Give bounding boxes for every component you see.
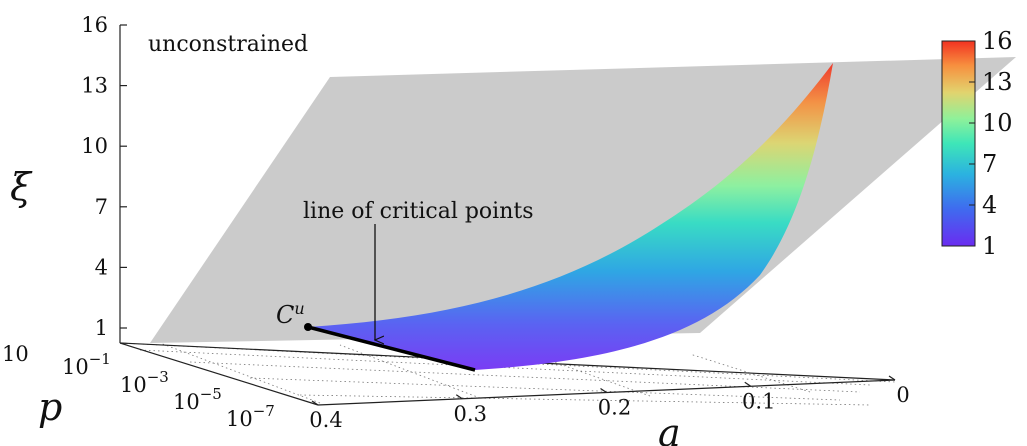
critical-point-cu bbox=[304, 323, 312, 331]
p-axis-ticks: 10 10−1 10−3 10−5 10−7 bbox=[2, 342, 275, 431]
colorbar-tick-label: 1 bbox=[982, 232, 997, 260]
colorbar bbox=[941, 40, 976, 247]
z-tick-label: 4 bbox=[95, 255, 108, 279]
z-tick-label: 7 bbox=[95, 195, 108, 219]
a-tick-mark bbox=[311, 400, 319, 406]
a-tick-label: 0.2 bbox=[598, 396, 631, 420]
p-tick-label: 10 bbox=[2, 342, 29, 366]
a-tick-label: 0.3 bbox=[454, 402, 487, 426]
a-tick-label: 0.1 bbox=[742, 389, 775, 413]
colorbar-tick-label: 7 bbox=[982, 150, 997, 178]
colorbar-tick-label: 13 bbox=[982, 68, 1013, 96]
z-tick-label: 10 bbox=[81, 134, 108, 158]
p-tick-label: 10−5 bbox=[173, 385, 222, 414]
a-tick-label: 0 bbox=[896, 383, 909, 407]
xi-surface bbox=[308, 63, 833, 370]
colorbar-tick-label: 16 bbox=[982, 27, 1013, 55]
p-axis-label: p bbox=[38, 385, 62, 429]
z-axis-ticks: 1 4 7 10 13 16 bbox=[81, 13, 127, 340]
z-axis-label: ξ bbox=[10, 165, 33, 209]
a-tick-mark bbox=[888, 375, 896, 381]
z-tick-label: 1 bbox=[95, 316, 108, 340]
panel-label: unconstrained bbox=[148, 32, 308, 57]
colorbar-tick-label: 10 bbox=[982, 109, 1013, 137]
p-tick-label: 10−3 bbox=[120, 368, 169, 397]
a-tick-label: 0.4 bbox=[309, 408, 342, 432]
critical-points-line bbox=[307, 325, 476, 372]
z-tick-label: 13 bbox=[81, 74, 108, 98]
a-axis-label: a bbox=[658, 411, 681, 446]
a-tick-mark bbox=[600, 388, 607, 393]
p-tick-label: 10−7 bbox=[226, 402, 275, 431]
colorbar-ticks: 16 13 10 7 4 1 bbox=[969, 27, 1013, 260]
cu-label: Cu bbox=[276, 299, 305, 329]
a-tick-mark bbox=[455, 394, 463, 400]
colorbar-tick-label: 4 bbox=[982, 191, 997, 219]
p-tick-label: 10−1 bbox=[62, 350, 111, 379]
critical-line-label: line of critical points bbox=[303, 199, 534, 224]
z-tick-label: 16 bbox=[81, 13, 108, 37]
a-tick-mark bbox=[744, 381, 752, 387]
a-axis-ticks: 0.4 0.3 0.2 0.1 0 bbox=[309, 375, 910, 432]
